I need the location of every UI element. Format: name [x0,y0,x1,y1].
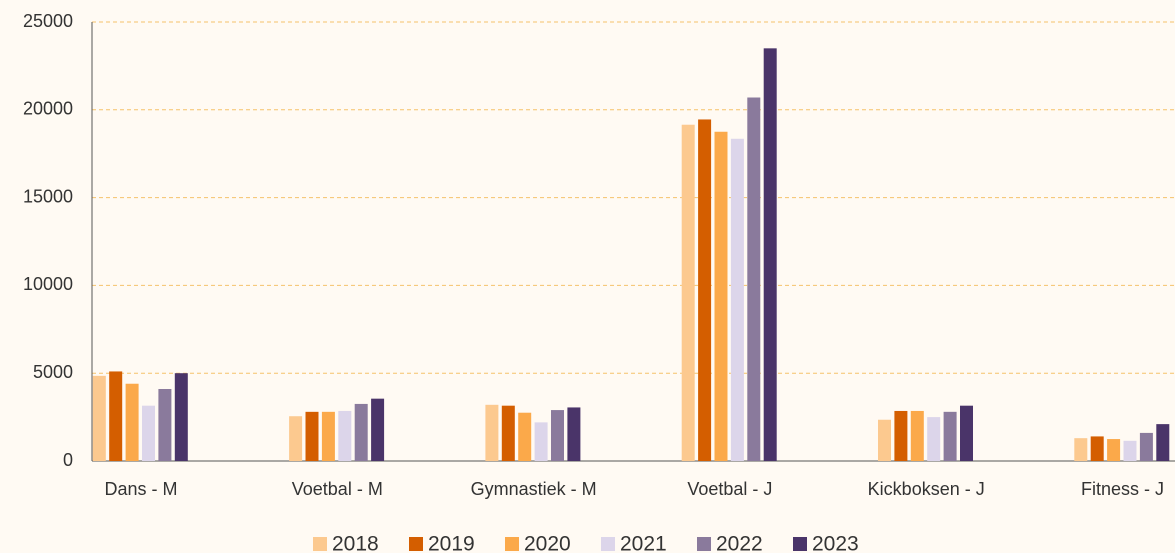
bar [878,419,891,461]
bar [158,389,172,461]
bar [1090,436,1104,461]
x-tick-label: Voetbal - M [292,479,383,499]
x-tick-label: Dans - M [104,479,177,499]
bar [534,422,548,461]
bar [943,411,957,461]
legend-swatch [697,537,711,551]
bar [681,124,695,461]
bar [518,412,532,461]
legend-swatch [601,537,615,551]
legend-label: 2021 [620,533,667,553]
bar [1107,439,1121,461]
y-tick-label: 25000 [23,11,73,31]
y-tick-label: 15000 [23,186,73,206]
y-tick-label: 0 [63,450,73,470]
legend-swatch [793,537,807,551]
bar [371,398,385,461]
bar [92,375,106,461]
legend-label: 2018 [332,533,379,553]
bar [960,405,973,461]
bar [910,410,924,461]
bar [1123,440,1137,461]
bar [1156,424,1170,461]
bar [698,119,712,461]
legend-label: 2019 [428,533,475,553]
x-tick-label: Gymnastiek - M [471,479,597,499]
bar [289,416,303,461]
bar [354,403,368,461]
bar [142,405,155,461]
bar [927,417,941,461]
legend-label: 2022 [716,533,763,553]
bar [109,371,123,461]
bar [1074,438,1088,461]
bar [567,407,581,461]
bar [338,410,352,461]
bar [551,410,564,461]
bar [1139,432,1153,461]
bar [763,48,777,462]
legend-swatch [505,537,519,551]
legend-swatch [409,537,423,551]
bar [747,97,761,462]
bar [501,405,515,461]
legend-swatch [313,537,327,551]
legend-label: 2023 [812,533,859,553]
bar [714,131,728,461]
x-tick-label: Fitness - J [1081,479,1164,499]
legend-label: 2020 [524,533,571,553]
y-tick-label: 20000 [23,99,73,119]
x-tick-label: Voetbal - J [687,479,772,499]
bar [305,411,319,461]
bar [730,138,744,462]
x-tick-label: Kickboksen - J [868,479,985,499]
y-tick-label: 5000 [33,362,73,382]
y-tick-label: 10000 [23,274,73,294]
bar [485,404,499,461]
bar [894,410,908,461]
bar [174,373,188,461]
bar [125,383,139,461]
bar [321,411,335,461]
